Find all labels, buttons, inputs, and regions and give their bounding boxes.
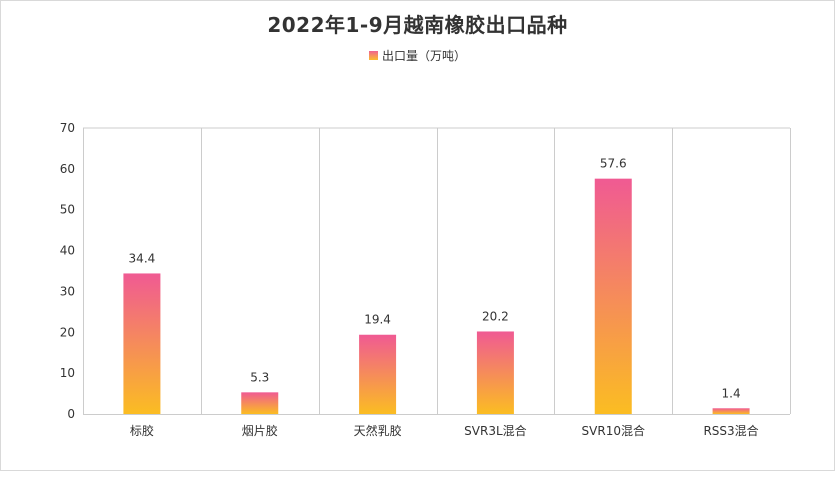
data-label: 5.3 bbox=[250, 370, 269, 384]
bar[interactable] bbox=[712, 408, 750, 414]
bar[interactable] bbox=[241, 392, 279, 414]
x-tick-label: SVR10混合 bbox=[582, 423, 645, 438]
y-tick-label: 0 bbox=[67, 407, 75, 421]
data-label: 19.4 bbox=[364, 313, 391, 327]
data-label: 20.2 bbox=[482, 309, 509, 323]
x-tick-label: 烟片胶 bbox=[242, 423, 278, 438]
data-label: 57.6 bbox=[600, 157, 627, 171]
y-tick-label: 30 bbox=[60, 284, 75, 298]
bar[interactable] bbox=[359, 334, 397, 414]
legend[interactable]: 出口量（万吨） bbox=[1, 47, 834, 64]
y-tick-label: 40 bbox=[60, 244, 75, 258]
y-axis: 0 10 20 30 40 50 60 70 bbox=[60, 121, 75, 421]
bar-chart: 0 10 20 30 40 50 60 70 34.4 5.3 19.4 20.2 57.6 1.4 标… bbox=[60, 121, 791, 438]
bar[interactable] bbox=[476, 331, 514, 414]
bar[interactable] bbox=[123, 273, 161, 414]
legend-label: 出口量（万吨） bbox=[381, 49, 466, 63]
y-tick-label: 20 bbox=[60, 325, 75, 339]
x-tick-label: SVR3L混合 bbox=[464, 423, 527, 438]
y-tick-label: 10 bbox=[60, 366, 75, 380]
data-labels: 34.4 5.3 19.4 20.2 57.6 1.4 bbox=[129, 157, 741, 401]
x-axis: 标胶 烟片胶 天然乳胶 SVR3L混合 SVR10混合 RSS3混合 bbox=[130, 423, 759, 438]
y-tick-label: 70 bbox=[60, 121, 75, 135]
data-label: 1.4 bbox=[722, 386, 741, 400]
y-tick-label: 50 bbox=[60, 203, 75, 217]
bar[interactable] bbox=[594, 178, 632, 414]
x-tick-label: 天然乳胶 bbox=[354, 423, 402, 438]
grid-layer bbox=[83, 127, 791, 415]
chart-title: 2022年1-9月越南橡胶出口品种 bbox=[267, 13, 568, 37]
y-tick-label: 60 bbox=[60, 162, 75, 176]
data-label: 34.4 bbox=[129, 251, 156, 265]
bar-series bbox=[123, 178, 750, 414]
x-tick-label: 标胶 bbox=[130, 423, 154, 438]
x-tick-label: RSS3混合 bbox=[703, 423, 758, 438]
legend-swatch bbox=[368, 51, 378, 60]
